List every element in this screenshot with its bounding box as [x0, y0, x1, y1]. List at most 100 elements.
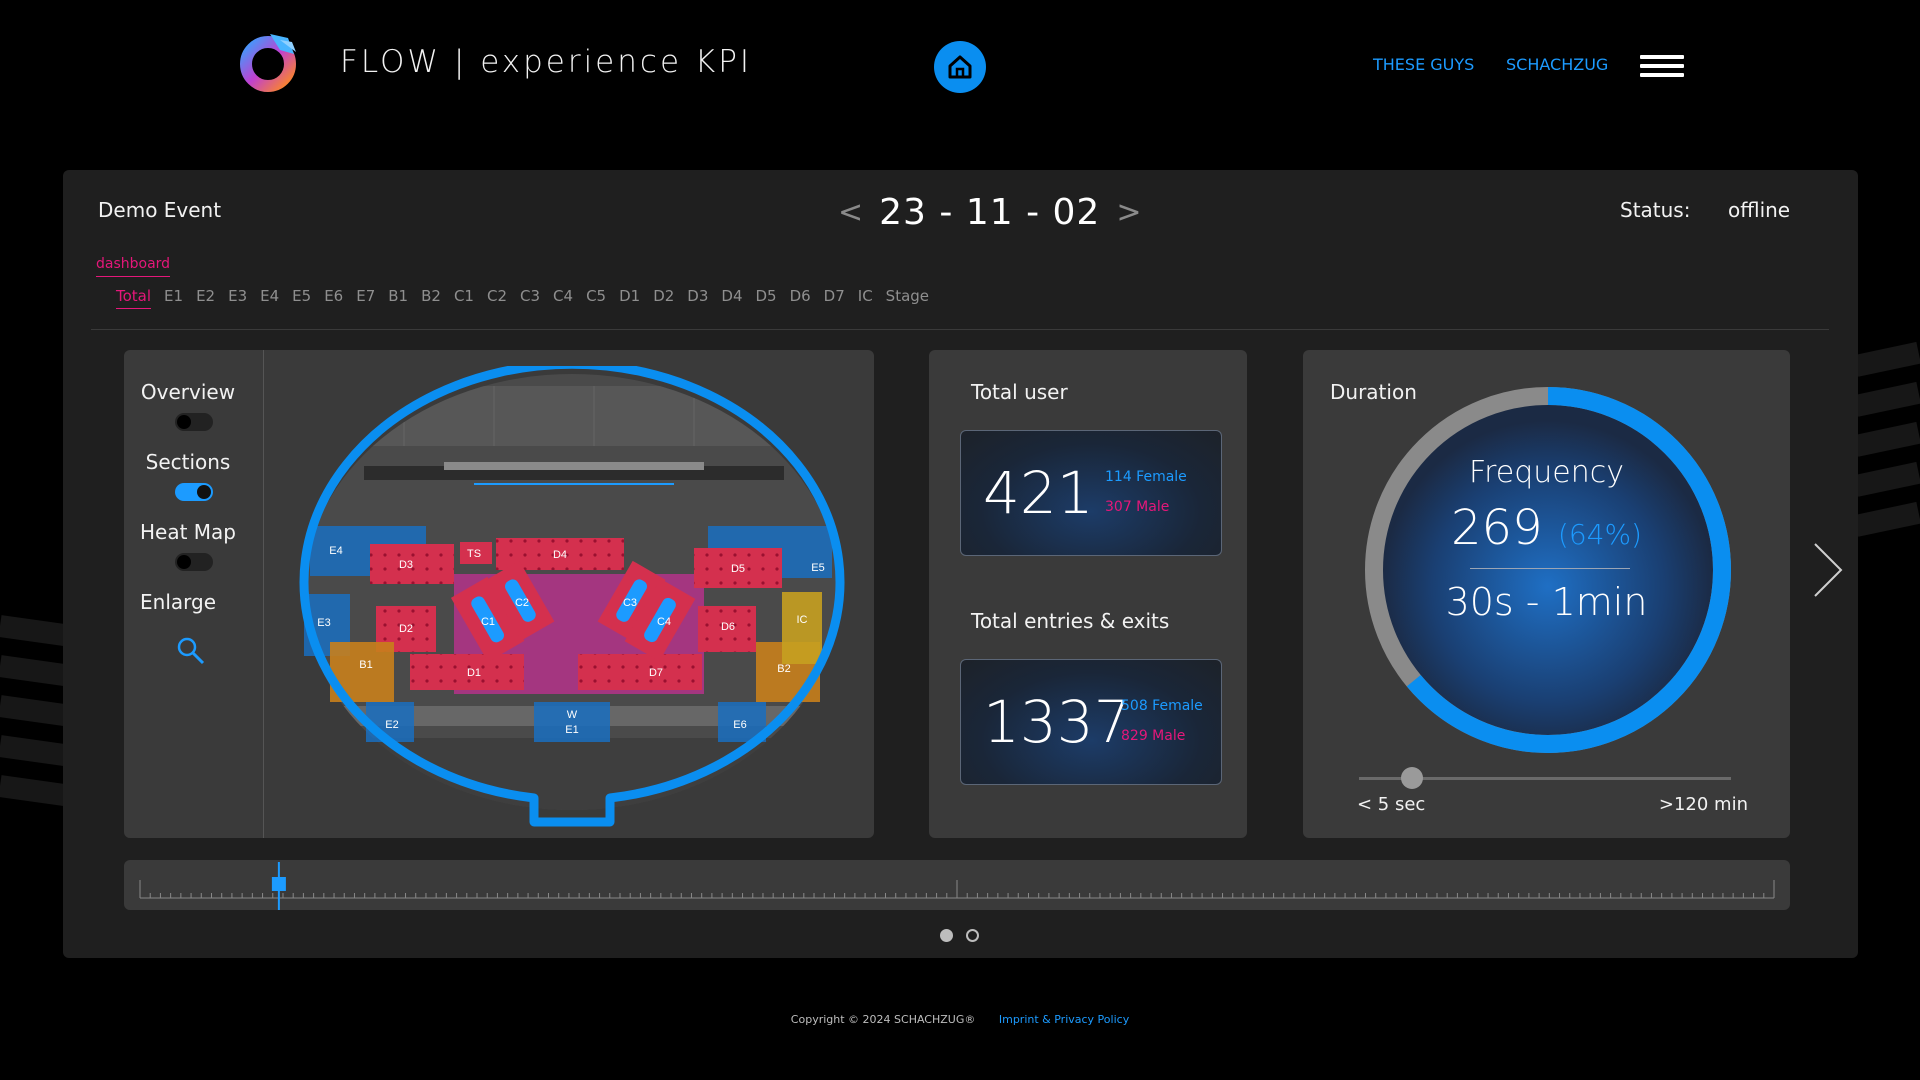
map-section-d6[interactable]: [698, 606, 756, 652]
date-navigator: < 23 - 11 - 02 >: [838, 192, 1141, 233]
event-name: Demo Event: [98, 198, 222, 222]
label-e2: E2: [385, 719, 398, 731]
tab-c2[interactable]: C2: [486, 287, 508, 305]
entries-exits-box: 1337 508 Female 829 Male: [960, 659, 1222, 785]
label-d1: D1: [467, 667, 481, 679]
tab-c3[interactable]: C3: [520, 287, 541, 305]
tab-ic[interactable]: IC: [857, 287, 873, 305]
venue-map[interactable]: E4 D3 TS D4 D5 E5 C2 C3 E3 D2 C1 C4 D6 I…: [294, 366, 850, 830]
tab-b1[interactable]: B1: [388, 287, 409, 305]
label-e5: E5: [811, 562, 824, 574]
frequency-number: 269: [1451, 500, 1543, 556]
tab-d3[interactable]: D3: [687, 287, 709, 305]
page-dot[interactable]: [966, 929, 979, 942]
tab-e7[interactable]: E7: [356, 287, 376, 305]
tab-d6[interactable]: D6: [789, 287, 811, 305]
date-prev-button[interactable]: <: [838, 195, 864, 230]
map-section-ic[interactable]: [782, 592, 822, 664]
nav-link-these-guys[interactable]: THESE GUYS: [1373, 55, 1475, 74]
tab-d2[interactable]: D2: [653, 287, 675, 305]
map-section-d3[interactable]: [370, 544, 454, 584]
home-icon: [948, 55, 972, 79]
page-dot[interactable]: [940, 929, 953, 942]
map-controls: Overview Sections Heat Map Enlarge: [124, 350, 264, 838]
entries-exits-male: 829 Male: [1121, 728, 1186, 744]
pagination: [940, 929, 979, 942]
home-button[interactable]: [934, 41, 986, 93]
divider: [91, 329, 1829, 330]
tab-d4[interactable]: D4: [721, 287, 743, 305]
date-value: 23 - 11 - 02: [879, 192, 1101, 233]
map-section-d1[interactable]: [410, 654, 524, 690]
map-section-d7[interactable]: [578, 654, 702, 690]
tab-b2[interactable]: B2: [421, 287, 441, 305]
total-user-female: 114 Female: [1105, 469, 1187, 485]
tab-e3[interactable]: E3: [228, 287, 248, 305]
tab-e4[interactable]: E4: [260, 287, 280, 305]
timeline-handle: [271, 877, 286, 891]
total-user-male: 307 Male: [1105, 499, 1170, 515]
venue-map-card: Overview Sections Heat Map Enlarge: [124, 350, 874, 838]
label-w: W: [567, 709, 578, 721]
map-section-d5[interactable]: [694, 548, 782, 588]
tab-d1[interactable]: D1: [619, 287, 641, 305]
label-e1: E1: [565, 724, 578, 736]
tab-e5[interactable]: E5: [292, 287, 312, 305]
map-section-c1[interactable]: [450, 576, 525, 662]
app-title: FLOW | experience KPI: [340, 44, 753, 80]
label-d2: D2: [399, 623, 413, 635]
map-section-c2[interactable]: [486, 560, 555, 641]
frequency-percent: (64%): [1557, 518, 1642, 551]
dashboard-link[interactable]: dashboard: [96, 256, 171, 277]
duration-range: 30s - 1min: [1445, 580, 1648, 624]
sections-toggle[interactable]: [175, 483, 213, 501]
section-tabs: Total E1 E2 E3 E4 E5 E6 E7 B1 B2 C1 C2 C3 C4 C5 D1 D2 D3 D…: [116, 287, 929, 309]
timeline-scrubber[interactable]: [124, 860, 1790, 910]
tab-total[interactable]: Total: [116, 287, 152, 309]
label-c2: C2: [515, 597, 529, 609]
duration-slider-thumb[interactable]: [1401, 767, 1423, 789]
overview-toggle[interactable]: [175, 413, 213, 431]
label-d3: D3: [399, 559, 413, 571]
frequency-ring: [1365, 387, 1731, 753]
chevron-right-icon[interactable]: [1809, 540, 1845, 600]
tab-e2[interactable]: E2: [196, 287, 216, 305]
total-user-value: 421: [983, 459, 1094, 527]
flow-logo-icon[interactable]: [236, 30, 300, 94]
main-panel: Demo Event < 23 - 11 - 02 > Status: offl…: [63, 170, 1858, 958]
map-section-c4[interactable]: [624, 578, 696, 662]
heatmap-label: Heat Map: [139, 520, 236, 544]
map-section-w-e1[interactable]: [534, 702, 610, 742]
heatmap-toggle[interactable]: [175, 553, 213, 571]
label-c1: C1: [481, 616, 495, 628]
nav-link-schachzug[interactable]: SCHACHZUG: [1506, 55, 1609, 74]
label-b2: B2: [777, 663, 790, 675]
map-section-ts[interactable]: [460, 542, 492, 564]
imprint-link[interactable]: Imprint & Privacy Policy: [998, 1013, 1130, 1026]
hamburger-icon[interactable]: [1640, 55, 1684, 77]
tab-c1[interactable]: C1: [453, 287, 474, 305]
entries-exits-title: Total entries & exits: [971, 609, 1170, 633]
sections-label: Sections: [145, 450, 231, 474]
status-value: offline: [1728, 198, 1791, 222]
tab-e1[interactable]: E1: [164, 287, 184, 305]
frequency-label: Frequency: [1469, 455, 1624, 490]
background-streak: [1853, 421, 1920, 457]
map-section-c3[interactable]: [597, 560, 666, 641]
tab-d5[interactable]: D5: [755, 287, 777, 305]
tab-stage[interactable]: Stage: [885, 287, 930, 305]
magnifier-icon[interactable]: [176, 636, 206, 666]
duration-card: Duration Frequency 269 (64%) 30s - 1min …: [1303, 350, 1790, 838]
tab-e6[interactable]: E6: [324, 287, 344, 305]
duration-slider-track[interactable]: [1359, 777, 1731, 780]
label-d5: D5: [731, 563, 745, 575]
tab-d7[interactable]: D7: [823, 287, 845, 305]
map-section-e2[interactable]: [366, 702, 414, 742]
tab-c5[interactable]: C5: [586, 287, 607, 305]
enlarge-label: Enlarge: [140, 590, 216, 614]
user-stats-card: Total user 421 114 Female 307 Male Total…: [929, 350, 1247, 838]
date-next-button[interactable]: >: [1116, 195, 1142, 230]
total-user-box: 421 114 Female 307 Male: [960, 430, 1222, 556]
tab-c4[interactable]: C4: [553, 287, 574, 305]
label-d7: D7: [649, 667, 663, 679]
